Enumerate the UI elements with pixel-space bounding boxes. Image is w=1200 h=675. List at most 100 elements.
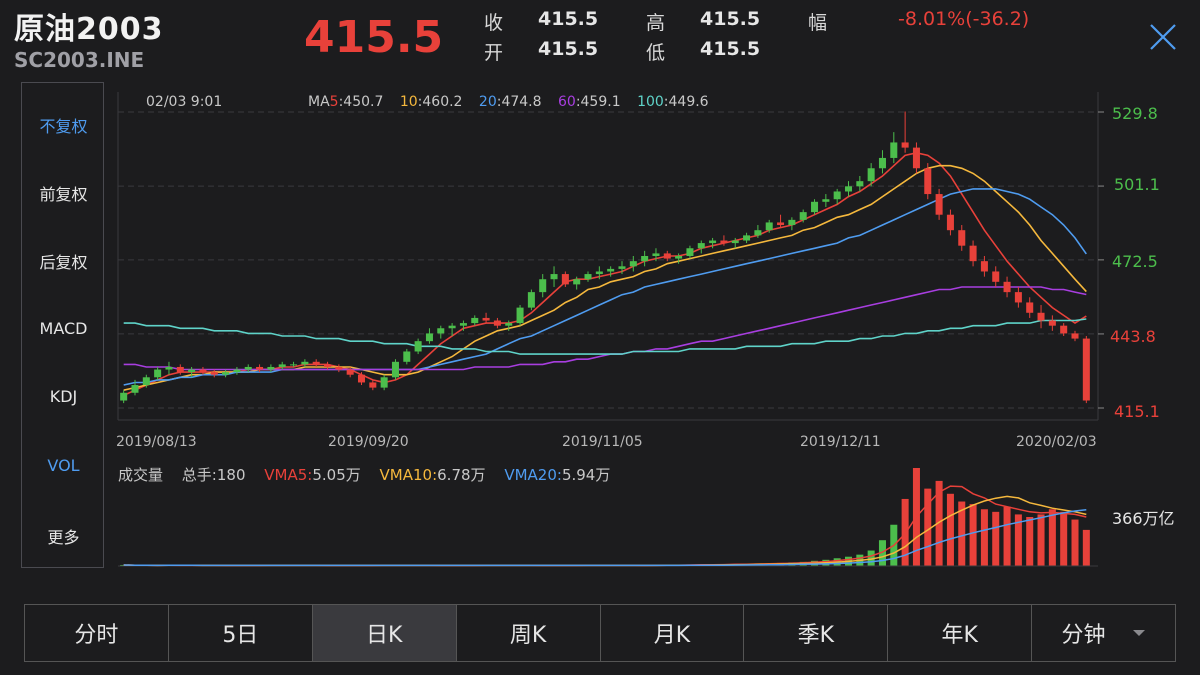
menu-macd[interactable]: MACD bbox=[39, 319, 88, 338]
candle bbox=[459, 323, 467, 326]
ma-legend: MA5:450.7 10:460.2 20:474.8 60:459.1 100… bbox=[308, 94, 709, 110]
candle bbox=[720, 240, 728, 244]
quote-close-label: 收 bbox=[484, 12, 504, 34]
candle bbox=[199, 369, 207, 373]
y-tick-label-0: 529.8 bbox=[1112, 104, 1158, 123]
candle bbox=[324, 364, 332, 367]
candle bbox=[550, 274, 558, 280]
candle bbox=[584, 274, 592, 280]
volume-bar bbox=[924, 488, 932, 566]
candle bbox=[505, 323, 513, 326]
menu-backward-adjust[interactable]: 后复权 bbox=[39, 253, 88, 272]
close-icon[interactable] bbox=[1146, 20, 1180, 54]
tab-daily-k[interactable]: 日K bbox=[312, 605, 457, 661]
tab-monthly-k[interactable]: 月K bbox=[601, 605, 745, 661]
candle bbox=[992, 271, 1000, 282]
last-price: 415.5 bbox=[304, 12, 444, 63]
candle bbox=[369, 382, 377, 388]
candle bbox=[301, 361, 309, 365]
volume-bar bbox=[958, 501, 966, 566]
candle bbox=[924, 168, 932, 195]
volume-bar bbox=[1003, 506, 1011, 566]
candle bbox=[1082, 338, 1090, 401]
kline-chart[interactable]: 02/03 9:01 MA5:450.7 10:460.2 20:474.8 6… bbox=[0, 0, 1200, 600]
ma-lines bbox=[123, 151, 1087, 397]
candle bbox=[142, 377, 150, 386]
candle bbox=[799, 212, 807, 220]
candle bbox=[210, 372, 218, 375]
tab-intraday[interactable]: 分时 bbox=[25, 605, 169, 661]
candle bbox=[425, 333, 433, 342]
quote-high-label: 高 bbox=[646, 12, 666, 34]
candle bbox=[516, 307, 524, 324]
tab-weekly-k[interactable]: 周K bbox=[457, 605, 601, 661]
indicator-side-menu: 不复权 前复权 后复权 MACD KDJ VOL 更多 bbox=[21, 82, 104, 568]
candle bbox=[641, 256, 649, 262]
candle bbox=[222, 372, 230, 375]
tab-quarterly-k[interactable]: 季K bbox=[744, 605, 889, 661]
candle bbox=[1014, 292, 1022, 303]
quote-change-label: 幅 bbox=[808, 12, 828, 34]
candle bbox=[403, 351, 411, 362]
vma5-label: VMA5: bbox=[264, 466, 312, 484]
candle bbox=[278, 364, 286, 367]
instrument-title: 原油2003 bbox=[14, 12, 164, 47]
volume-total-label: 总手: bbox=[182, 466, 217, 484]
ma10-legend-value: :460.2 bbox=[418, 94, 463, 110]
volume-bar bbox=[1082, 529, 1090, 566]
candle bbox=[256, 366, 264, 370]
candle bbox=[1026, 302, 1034, 313]
candle bbox=[595, 271, 603, 275]
menu-kdj[interactable]: KDJ bbox=[49, 387, 78, 406]
info-date: 02/03 9:01 bbox=[146, 94, 222, 110]
menu-no-adjust[interactable]: 不复权 bbox=[39, 117, 88, 136]
candle bbox=[663, 253, 671, 259]
candle bbox=[856, 181, 864, 187]
candle bbox=[493, 320, 501, 326]
volume-bar bbox=[935, 480, 943, 566]
candle bbox=[437, 328, 445, 334]
vma5-value: 5.05万 bbox=[312, 466, 360, 484]
tab-5day[interactable]: 5日 bbox=[169, 605, 313, 661]
candle bbox=[561, 274, 569, 285]
menu-forward-adjust[interactable]: 前复权 bbox=[39, 185, 88, 204]
ma60-legend-value: :459.1 bbox=[576, 94, 621, 110]
candle bbox=[618, 266, 626, 269]
y-tick-label-2: 472.5 bbox=[1112, 252, 1158, 271]
volume-legend-label: 成交量 bbox=[118, 466, 163, 484]
x-tick-label-0: 2019/08/13 bbox=[116, 434, 197, 450]
candle bbox=[686, 248, 694, 256]
candle bbox=[607, 268, 615, 272]
x-tick-label-4: 2020/02/03 bbox=[1016, 434, 1097, 450]
candle bbox=[539, 279, 547, 293]
menu-more[interactable]: 更多 bbox=[47, 528, 80, 547]
candle bbox=[844, 186, 853, 192]
candle bbox=[652, 253, 660, 256]
candle bbox=[414, 341, 422, 352]
ma20-legend-label: 20 bbox=[479, 94, 497, 110]
candle bbox=[822, 199, 830, 202]
chart-grid bbox=[117, 92, 1104, 421]
period-tabs: 分时 5日 日K 周K 月K 季K 年K 分钟 bbox=[24, 604, 1176, 662]
tab-minute[interactable]: 分钟 bbox=[1032, 605, 1175, 661]
volume-bar bbox=[1048, 509, 1056, 566]
volume-bar bbox=[1037, 514, 1045, 566]
x-tick-label-1: 2019/09/20 bbox=[328, 434, 409, 450]
quote-close-value: 415.5 bbox=[538, 8, 599, 30]
candle bbox=[391, 361, 399, 378]
quote-low-label: 低 bbox=[646, 42, 666, 64]
candle bbox=[154, 369, 162, 378]
vma10-label: VMA10: bbox=[380, 466, 438, 484]
candle bbox=[935, 194, 943, 215]
candle bbox=[120, 392, 128, 401]
ma-legend-prefix: MA bbox=[308, 94, 330, 110]
volume-total-value: 180 bbox=[217, 466, 246, 484]
menu-vol[interactable]: VOL bbox=[47, 456, 80, 475]
volume-bar bbox=[946, 493, 954, 566]
ma5-legend-value: :450.7 bbox=[339, 94, 384, 110]
tab-yearly-k[interactable]: 年K bbox=[888, 605, 1033, 661]
candle bbox=[482, 317, 490, 321]
x-tick-label-3: 2019/12/11 bbox=[800, 434, 881, 450]
volume-axis-label: 366万亿 bbox=[1112, 509, 1175, 528]
chevron-down-icon bbox=[1132, 630, 1145, 636]
